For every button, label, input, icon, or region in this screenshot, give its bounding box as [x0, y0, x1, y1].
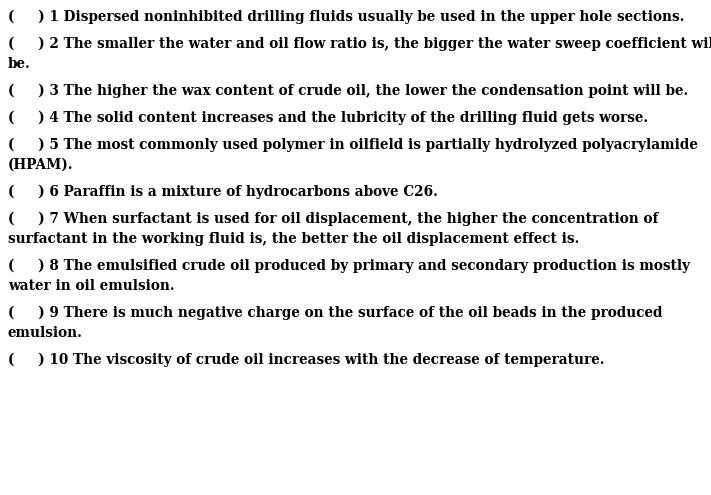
- Text: emulsion.: emulsion.: [8, 326, 83, 340]
- Text: surfactant in the working fluid is, the better the oil displacement effect is.: surfactant in the working fluid is, the …: [8, 232, 579, 246]
- Text: be.: be.: [8, 57, 31, 71]
- Text: (     ) 7 When surfactant is used for oil displacement, the higher the concentra: ( ) 7 When surfactant is used for oil di…: [8, 212, 658, 226]
- Text: (     ) 6 Paraffin is a mixture of hydrocarbons above C26.: ( ) 6 Paraffin is a mixture of hydrocarb…: [8, 185, 438, 199]
- Text: (     ) 8 The emulsified crude oil produced by primary and secondary production : ( ) 8 The emulsified crude oil produced …: [8, 259, 690, 273]
- Text: (HPAM).: (HPAM).: [8, 158, 73, 172]
- Text: (     ) 5 The most commonly used polymer in oilfield is partially hydrolyzed pol: ( ) 5 The most commonly used polymer in …: [8, 138, 698, 152]
- Text: (     ) 4 The solid content increases and the lubricity of the drilling fluid ge: ( ) 4 The solid content increases and th…: [8, 111, 648, 125]
- Text: water in oil emulsion.: water in oil emulsion.: [8, 279, 175, 293]
- Text: (     ) 1 Dispersed noninhibited drilling fluids usually be used in the upper ho: ( ) 1 Dispersed noninhibited drilling fl…: [8, 10, 685, 24]
- Text: (     ) 3 The higher the wax content of crude oil, the lower the condensation po: ( ) 3 The higher the wax content of crud…: [8, 84, 688, 99]
- Text: (     ) 10 The viscosity of crude oil increases with the decrease of temperature: ( ) 10 The viscosity of crude oil increa…: [8, 353, 604, 367]
- Text: (     ) 9 There is much negative charge on the surface of the oil beads in the p: ( ) 9 There is much negative charge on t…: [8, 306, 663, 320]
- Text: (     ) 2 The smaller the water and oil flow ratio is, the bigger the water swee: ( ) 2 The smaller the water and oil flow…: [8, 37, 711, 51]
